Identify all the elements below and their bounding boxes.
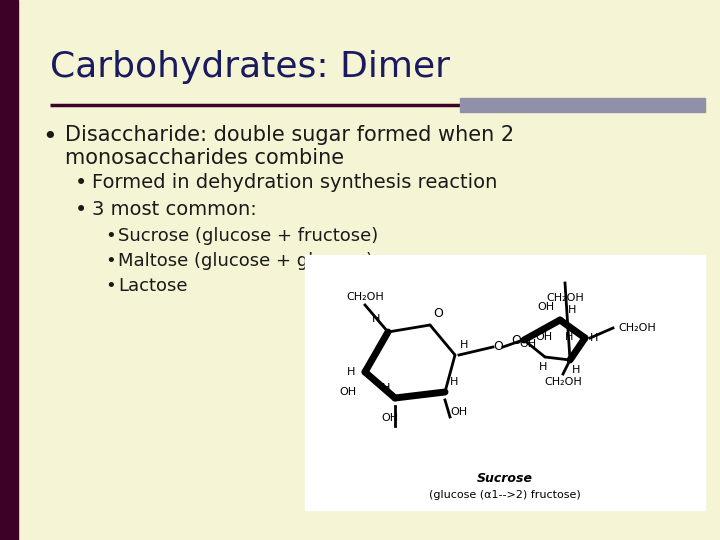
Bar <box>460 98 705 112</box>
Text: OH: OH <box>382 413 399 423</box>
Text: H: H <box>460 340 469 350</box>
Text: •: • <box>75 200 87 220</box>
Text: H: H <box>572 365 580 375</box>
Text: H: H <box>590 333 598 343</box>
Text: Disaccharide: double sugar formed when 2: Disaccharide: double sugar formed when 2 <box>65 125 514 145</box>
Text: H: H <box>568 305 577 315</box>
Text: •: • <box>42 125 57 149</box>
Text: Formed in dehydration synthesis reaction: Formed in dehydration synthesis reaction <box>92 173 498 192</box>
Text: •: • <box>105 227 116 245</box>
Text: OH: OH <box>450 407 467 417</box>
Text: H: H <box>450 377 459 387</box>
Text: CH₂OH: CH₂OH <box>618 323 656 333</box>
Text: •: • <box>105 277 116 295</box>
Bar <box>0 0 18 540</box>
Text: Sucrose (glucose + fructose): Sucrose (glucose + fructose) <box>118 227 378 245</box>
Text: H: H <box>346 367 355 377</box>
Text: O: O <box>511 334 521 347</box>
Text: OH: OH <box>535 332 552 342</box>
Text: O: O <box>493 341 503 354</box>
Text: H: H <box>539 362 547 372</box>
Text: 3 most common:: 3 most common: <box>92 200 257 219</box>
Text: Sucrose: Sucrose <box>477 471 533 484</box>
Text: CH₂OH: CH₂OH <box>546 293 584 303</box>
Text: OH: OH <box>340 387 357 397</box>
Text: Carbohydrates: Dimer: Carbohydrates: Dimer <box>50 50 450 84</box>
Text: H: H <box>372 314 380 324</box>
Text: CH₂OH: CH₂OH <box>544 377 582 387</box>
Text: OH: OH <box>538 302 555 312</box>
Text: •: • <box>75 173 87 193</box>
Text: •: • <box>105 252 116 270</box>
Text: monosaccharides combine: monosaccharides combine <box>65 148 344 168</box>
Bar <box>305 255 705 510</box>
Text: Maltose (glucose + glucose): Maltose (glucose + glucose) <box>118 252 373 270</box>
Text: Lactose: Lactose <box>118 277 187 295</box>
Text: (glucose (α1-->2) fructose): (glucose (α1-->2) fructose) <box>429 490 581 500</box>
Text: OH: OH <box>520 339 537 349</box>
Text: H: H <box>565 332 573 342</box>
Text: O: O <box>433 307 443 320</box>
Text: H: H <box>382 383 390 393</box>
Text: CH₂OH: CH₂OH <box>346 292 384 302</box>
